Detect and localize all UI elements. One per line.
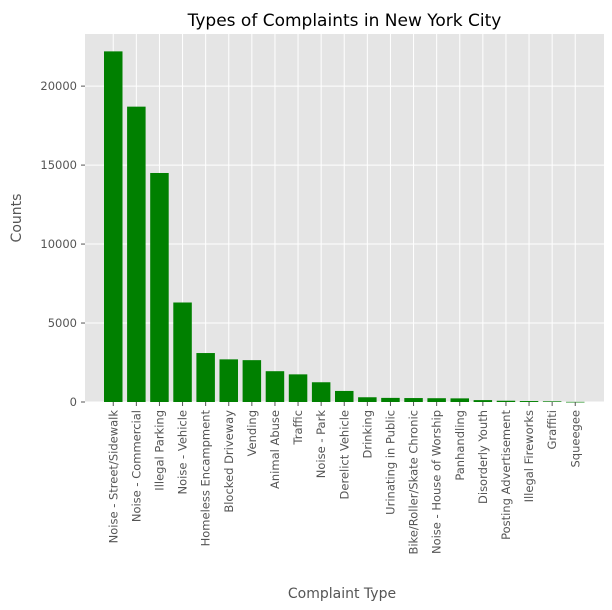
bar <box>265 371 285 402</box>
bar <box>173 302 192 402</box>
y-tick-label: 0 <box>70 395 77 409</box>
bar <box>242 360 262 402</box>
bar <box>219 359 238 402</box>
x-tick-label: Panhandling <box>453 410 467 481</box>
x-tick-label: Bike/Roller/Skate Chronic <box>407 410 421 555</box>
bar <box>427 398 446 402</box>
y-tick-label: 5000 <box>48 316 77 330</box>
bar <box>127 106 146 403</box>
x-tick-label: Noise - House of Worship <box>430 410 444 554</box>
bar <box>150 172 169 402</box>
chart-title: Types of Complaints in New York City <box>187 11 502 31</box>
y-tick-label: 15000 <box>40 158 77 172</box>
x-tick-label: Noise - Street/Sidewalk <box>106 410 120 544</box>
x-tick-label: Traffic <box>291 410 305 446</box>
x-tick-label: Noise - Vehicle <box>176 410 190 495</box>
bar <box>542 401 562 402</box>
grid-layer <box>85 34 604 403</box>
bar <box>450 398 469 402</box>
bar <box>288 374 308 402</box>
x-tick-label: Disorderly Youth <box>476 410 490 504</box>
bar <box>196 353 215 402</box>
y-tick-label: 10000 <box>40 237 77 251</box>
bar <box>311 382 331 402</box>
bar <box>335 390 354 402</box>
x-tick-label: Homeless Encampment <box>199 410 213 547</box>
x-tick-label: Blocked Driveway <box>222 410 236 513</box>
bar <box>404 398 423 402</box>
x-tick-label: Squeegee <box>568 410 582 468</box>
y-axis-title: Counts <box>9 194 25 243</box>
bar <box>473 400 493 402</box>
bar <box>381 397 400 402</box>
x-tick-label: Vending <box>245 410 259 456</box>
bars-layer <box>104 51 585 403</box>
y-ticks: 0 5000 10000 15000 20000 <box>40 79 85 409</box>
x-tick-label: Illegal Parking <box>152 410 166 491</box>
x-tick-label: Derelict Vehicle <box>337 410 351 499</box>
bar <box>358 397 377 402</box>
y-tick-label: 20000 <box>40 79 77 93</box>
x-tick-label: Drinking <box>360 410 374 459</box>
x-tick-label: Graffiti <box>545 410 559 450</box>
x-tick-label: Illegal Fireworks <box>522 410 536 502</box>
x-axis-title: Complaint Type <box>288 586 396 602</box>
x-tick-label: Noise - Commercial <box>129 410 143 522</box>
x-tick-label: Posting Advertisement <box>499 410 513 540</box>
bar <box>104 51 123 403</box>
x-tick-label: Noise - Park <box>314 410 328 479</box>
bar <box>519 401 539 402</box>
x-ticks: Noise - Street/Sidewalk Noise - Commercia… <box>106 402 582 555</box>
bar <box>496 400 516 402</box>
x-tick-label: Urinating in Public <box>383 410 397 515</box>
x-tick-label: Animal Abuse <box>268 410 282 489</box>
